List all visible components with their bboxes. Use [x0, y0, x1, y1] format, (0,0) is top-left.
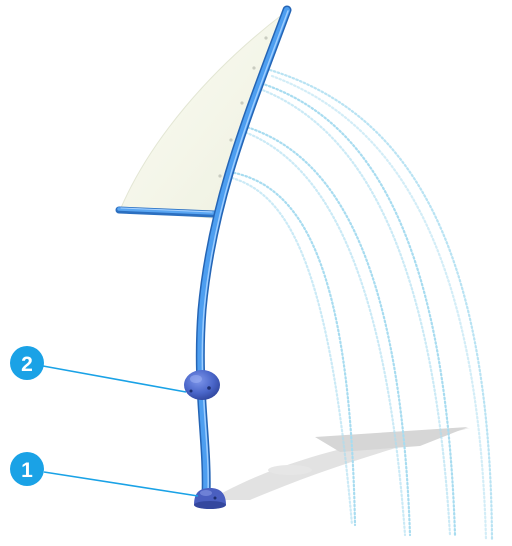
callout-1-badge	[10, 452, 44, 486]
callout-1: 1	[10, 452, 199, 497]
sail-boom	[115, 206, 218, 218]
spray-nozzle	[184, 370, 220, 400]
water-spray-arcs	[228, 68, 494, 542]
callout-2-badge	[10, 346, 44, 380]
sail-panel	[119, 12, 284, 219]
callout-2-leader-line	[42, 365, 187, 393]
callout-1-leader-line	[43, 471, 199, 497]
callout-2: 2	[10, 346, 187, 393]
main-pole	[195, 5, 292, 501]
base-mount	[194, 488, 226, 509]
callout-1-number: 1	[21, 459, 33, 482]
ground-shadow	[210, 427, 470, 500]
callout-2-number: 2	[21, 353, 33, 376]
